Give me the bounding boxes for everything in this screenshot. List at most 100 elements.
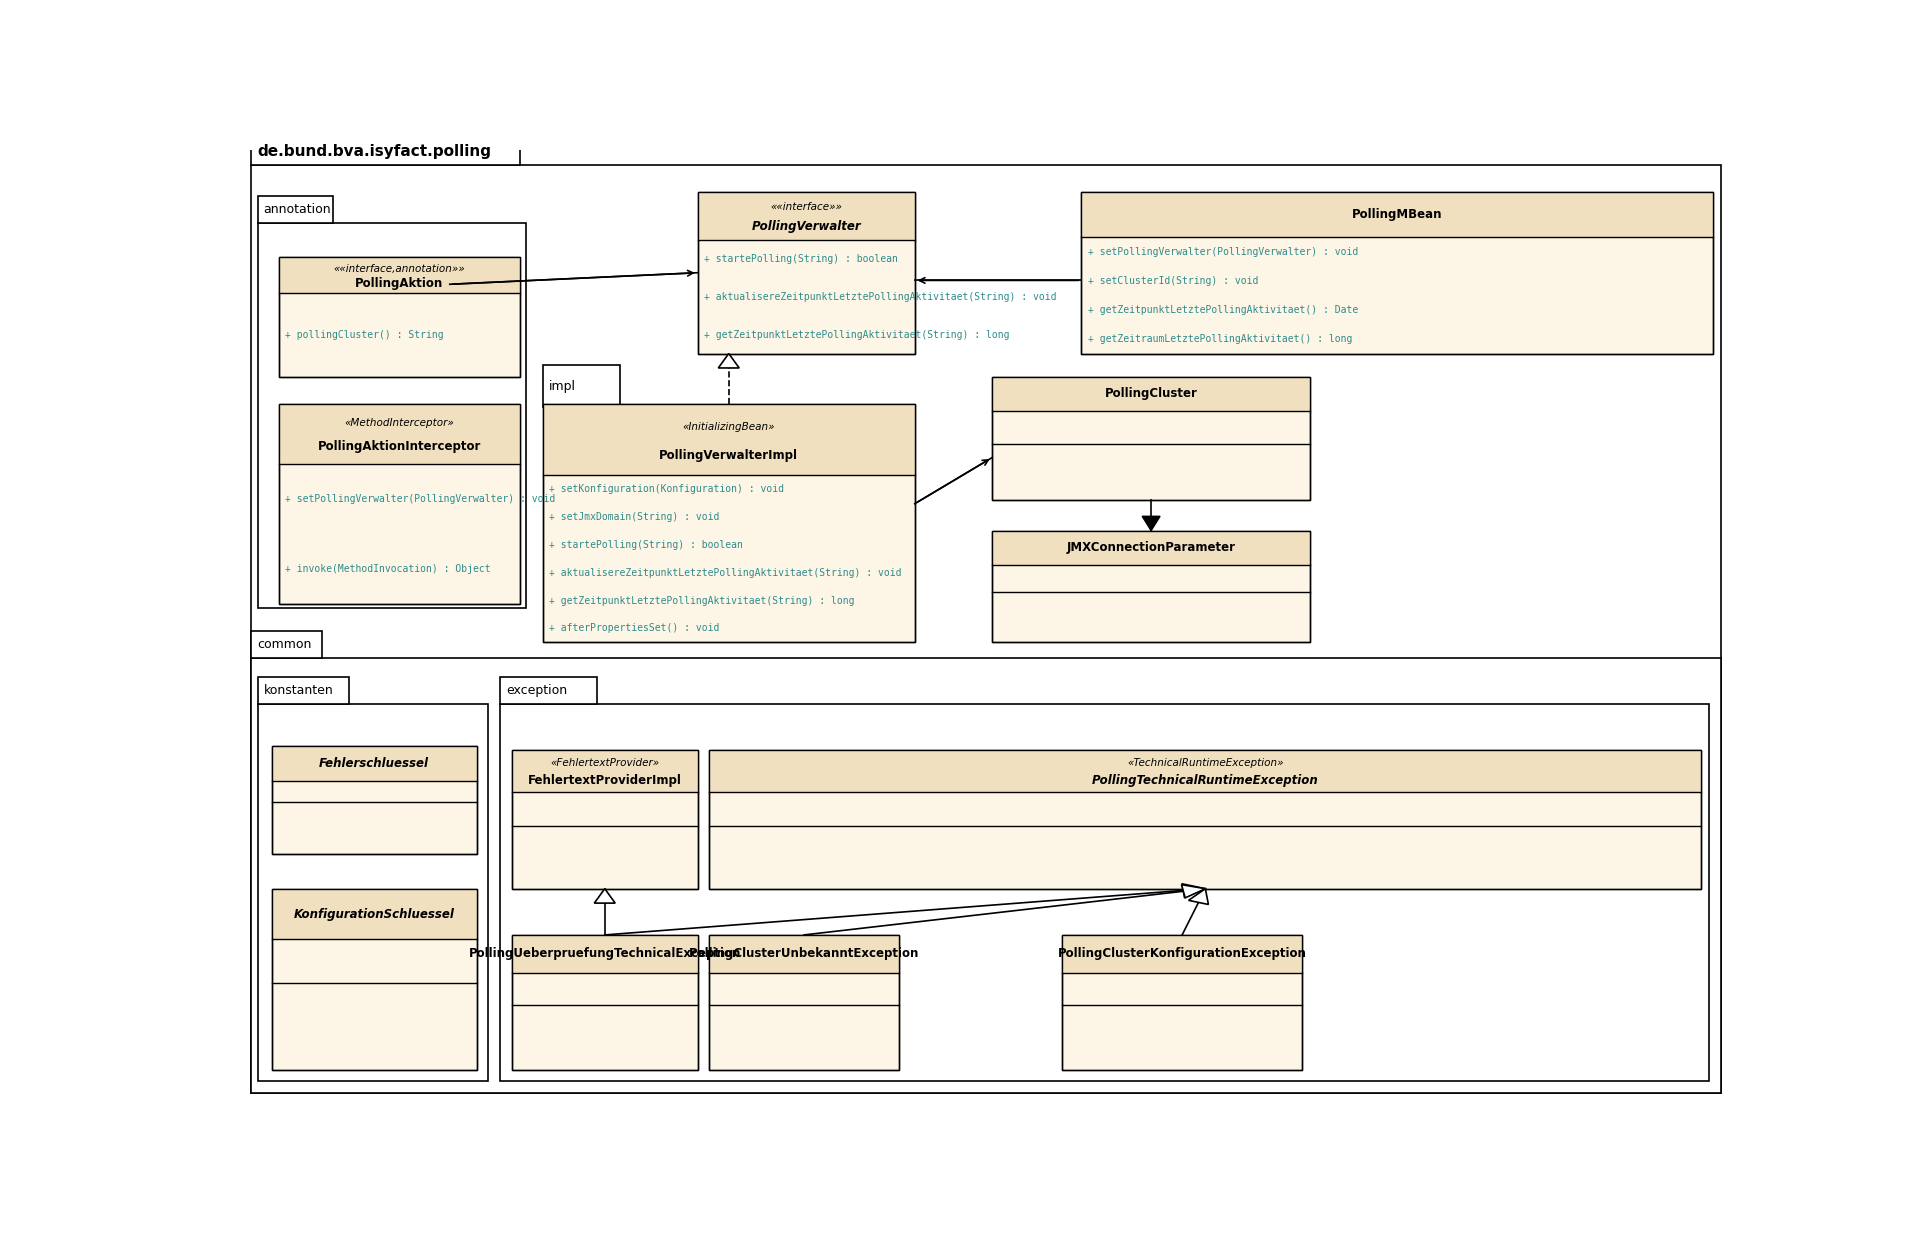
- Text: PollingCluster: PollingCluster: [1104, 388, 1196, 400]
- Text: + setPollingVerwalter(PollingVerwalter) : void: + setPollingVerwalter(PollingVerwalter) …: [1086, 247, 1358, 257]
- Bar: [992, 531, 1310, 643]
- Text: KonfigurationSchluessel: KonfigurationSchluessel: [294, 907, 454, 921]
- Bar: [512, 934, 698, 1069]
- Text: PollingUeberpruefungTechnicalException: PollingUeberpruefungTechnicalException: [469, 947, 740, 961]
- Text: annotation: annotation: [263, 203, 331, 216]
- Bar: [252, 658, 1719, 1093]
- Bar: [271, 888, 477, 1069]
- Polygon shape: [1188, 888, 1208, 905]
- Text: ««interface»»: ««interface»»: [769, 202, 842, 212]
- Bar: [992, 531, 1310, 566]
- Text: + setKonfiguration(Konfiguration) : void: + setKonfiguration(Konfiguration) : void: [548, 485, 783, 495]
- Bar: [279, 404, 519, 604]
- Bar: [258, 677, 348, 704]
- Text: + pollingCluster() : String: + pollingCluster() : String: [285, 330, 444, 340]
- Bar: [258, 196, 333, 223]
- Bar: [992, 376, 1310, 500]
- Bar: [710, 934, 898, 1069]
- Bar: [542, 404, 913, 643]
- Text: + aktualisereZeitpunktLetztePollingAktivitaet(String) : void: + aktualisereZeitpunktLetztePollingAktiv…: [548, 568, 902, 578]
- Bar: [992, 531, 1310, 643]
- Polygon shape: [1181, 883, 1204, 897]
- Bar: [500, 704, 1708, 1082]
- Bar: [258, 223, 525, 608]
- Bar: [698, 192, 913, 354]
- Polygon shape: [717, 354, 738, 368]
- Text: impl: impl: [548, 380, 575, 392]
- Text: + startePolling(String) : boolean: + startePolling(String) : boolean: [548, 540, 742, 549]
- Bar: [1081, 192, 1711, 354]
- Text: PollingClusterKonfigurationException: PollingClusterKonfigurationException: [1058, 947, 1306, 961]
- Bar: [271, 746, 477, 854]
- Text: PollingMBean: PollingMBean: [1352, 208, 1442, 221]
- Bar: [1081, 192, 1711, 237]
- Bar: [698, 192, 913, 354]
- Bar: [710, 750, 1700, 888]
- Text: + setPollingVerwalter(PollingVerwalter) : void: + setPollingVerwalter(PollingVerwalter) …: [285, 493, 556, 503]
- Bar: [279, 404, 519, 604]
- Text: PollingTechnicalRuntimeException: PollingTechnicalRuntimeException: [1092, 774, 1317, 786]
- Bar: [271, 746, 477, 781]
- Bar: [258, 704, 488, 1082]
- Bar: [542, 365, 619, 407]
- Text: PollingAktion: PollingAktion: [356, 277, 444, 289]
- Text: + invoke(MethodInvocation) : Object: + invoke(MethodInvocation) : Object: [285, 563, 490, 574]
- Bar: [992, 376, 1310, 411]
- Bar: [279, 404, 519, 464]
- Bar: [512, 750, 698, 888]
- Bar: [512, 750, 698, 888]
- Text: + getZeitpunktLetztePollingAktivitaet(String) : long: + getZeitpunktLetztePollingAktivitaet(St…: [548, 596, 854, 606]
- Text: Fehlerschluessel: Fehlerschluessel: [319, 758, 429, 770]
- Text: + setJmxDomain(String) : void: + setJmxDomain(String) : void: [548, 512, 719, 522]
- Text: + getZeitpunktLetztePollingAktivitaet(String) : long: + getZeitpunktLetztePollingAktivitaet(St…: [704, 330, 1010, 340]
- Bar: [512, 934, 698, 1069]
- Bar: [1061, 934, 1302, 1069]
- Polygon shape: [1142, 516, 1160, 531]
- Bar: [279, 258, 519, 293]
- Text: «InitializingBean»: «InitializingBean»: [683, 421, 775, 431]
- Text: common: common: [258, 638, 312, 650]
- Text: + setClusterId(String) : void: + setClusterId(String) : void: [1086, 275, 1258, 285]
- Text: de.bund.bva.isyfact.polling: de.bund.bva.isyfact.polling: [258, 145, 490, 159]
- Bar: [1061, 934, 1302, 973]
- Bar: [279, 258, 519, 376]
- Text: + getZeitpunktLetztePollingAktivitaet() : Date: + getZeitpunktLetztePollingAktivitaet() …: [1086, 305, 1358, 315]
- Text: ««interface,annotation»»: ««interface,annotation»»: [333, 264, 465, 274]
- Polygon shape: [594, 888, 615, 903]
- Bar: [542, 404, 913, 475]
- Text: PollingClusterUnbekanntException: PollingClusterUnbekanntException: [688, 947, 919, 961]
- Bar: [1081, 192, 1711, 354]
- Text: + getZeitraumLetztePollingAktivitaet() : long: + getZeitraumLetztePollingAktivitaet() :…: [1086, 334, 1352, 344]
- Bar: [710, 934, 898, 1069]
- Bar: [542, 404, 913, 643]
- Bar: [271, 888, 477, 939]
- Text: + aktualisereZeitpunktLetztePollingAktivitaet(String) : void: + aktualisereZeitpunktLetztePollingAktiv…: [704, 292, 1056, 302]
- Bar: [710, 750, 1700, 888]
- Bar: [500, 677, 596, 704]
- Text: «TechnicalRuntimeException»: «TechnicalRuntimeException»: [1127, 759, 1283, 769]
- Polygon shape: [1181, 885, 1204, 898]
- Bar: [698, 192, 913, 240]
- Bar: [271, 888, 477, 1069]
- Text: + startePolling(String) : boolean: + startePolling(String) : boolean: [704, 254, 898, 264]
- Bar: [710, 934, 898, 973]
- Bar: [710, 750, 1700, 791]
- Bar: [271, 746, 477, 854]
- Bar: [279, 258, 519, 376]
- Text: PollingAktionInterceptor: PollingAktionInterceptor: [317, 440, 481, 454]
- Text: konstanten: konstanten: [263, 684, 333, 697]
- Bar: [992, 376, 1310, 500]
- Bar: [512, 934, 698, 973]
- Text: exception: exception: [506, 684, 567, 697]
- Bar: [1061, 934, 1302, 1069]
- Text: + afterPropertiesSet() : void: + afterPropertiesSet() : void: [548, 623, 719, 633]
- Text: PollingVerwalter: PollingVerwalter: [752, 221, 862, 233]
- Text: FehlertextProviderImpl: FehlertextProviderImpl: [527, 774, 681, 786]
- Bar: [252, 138, 519, 164]
- Bar: [512, 750, 698, 791]
- Text: «FehlertextProvider»: «FehlertextProvider»: [550, 759, 660, 769]
- Text: JMXConnectionParameter: JMXConnectionParameter: [1065, 542, 1235, 554]
- Text: PollingVerwalterImpl: PollingVerwalterImpl: [660, 449, 798, 462]
- Bar: [252, 630, 321, 658]
- Text: «MethodInterceptor»: «MethodInterceptor»: [344, 417, 454, 427]
